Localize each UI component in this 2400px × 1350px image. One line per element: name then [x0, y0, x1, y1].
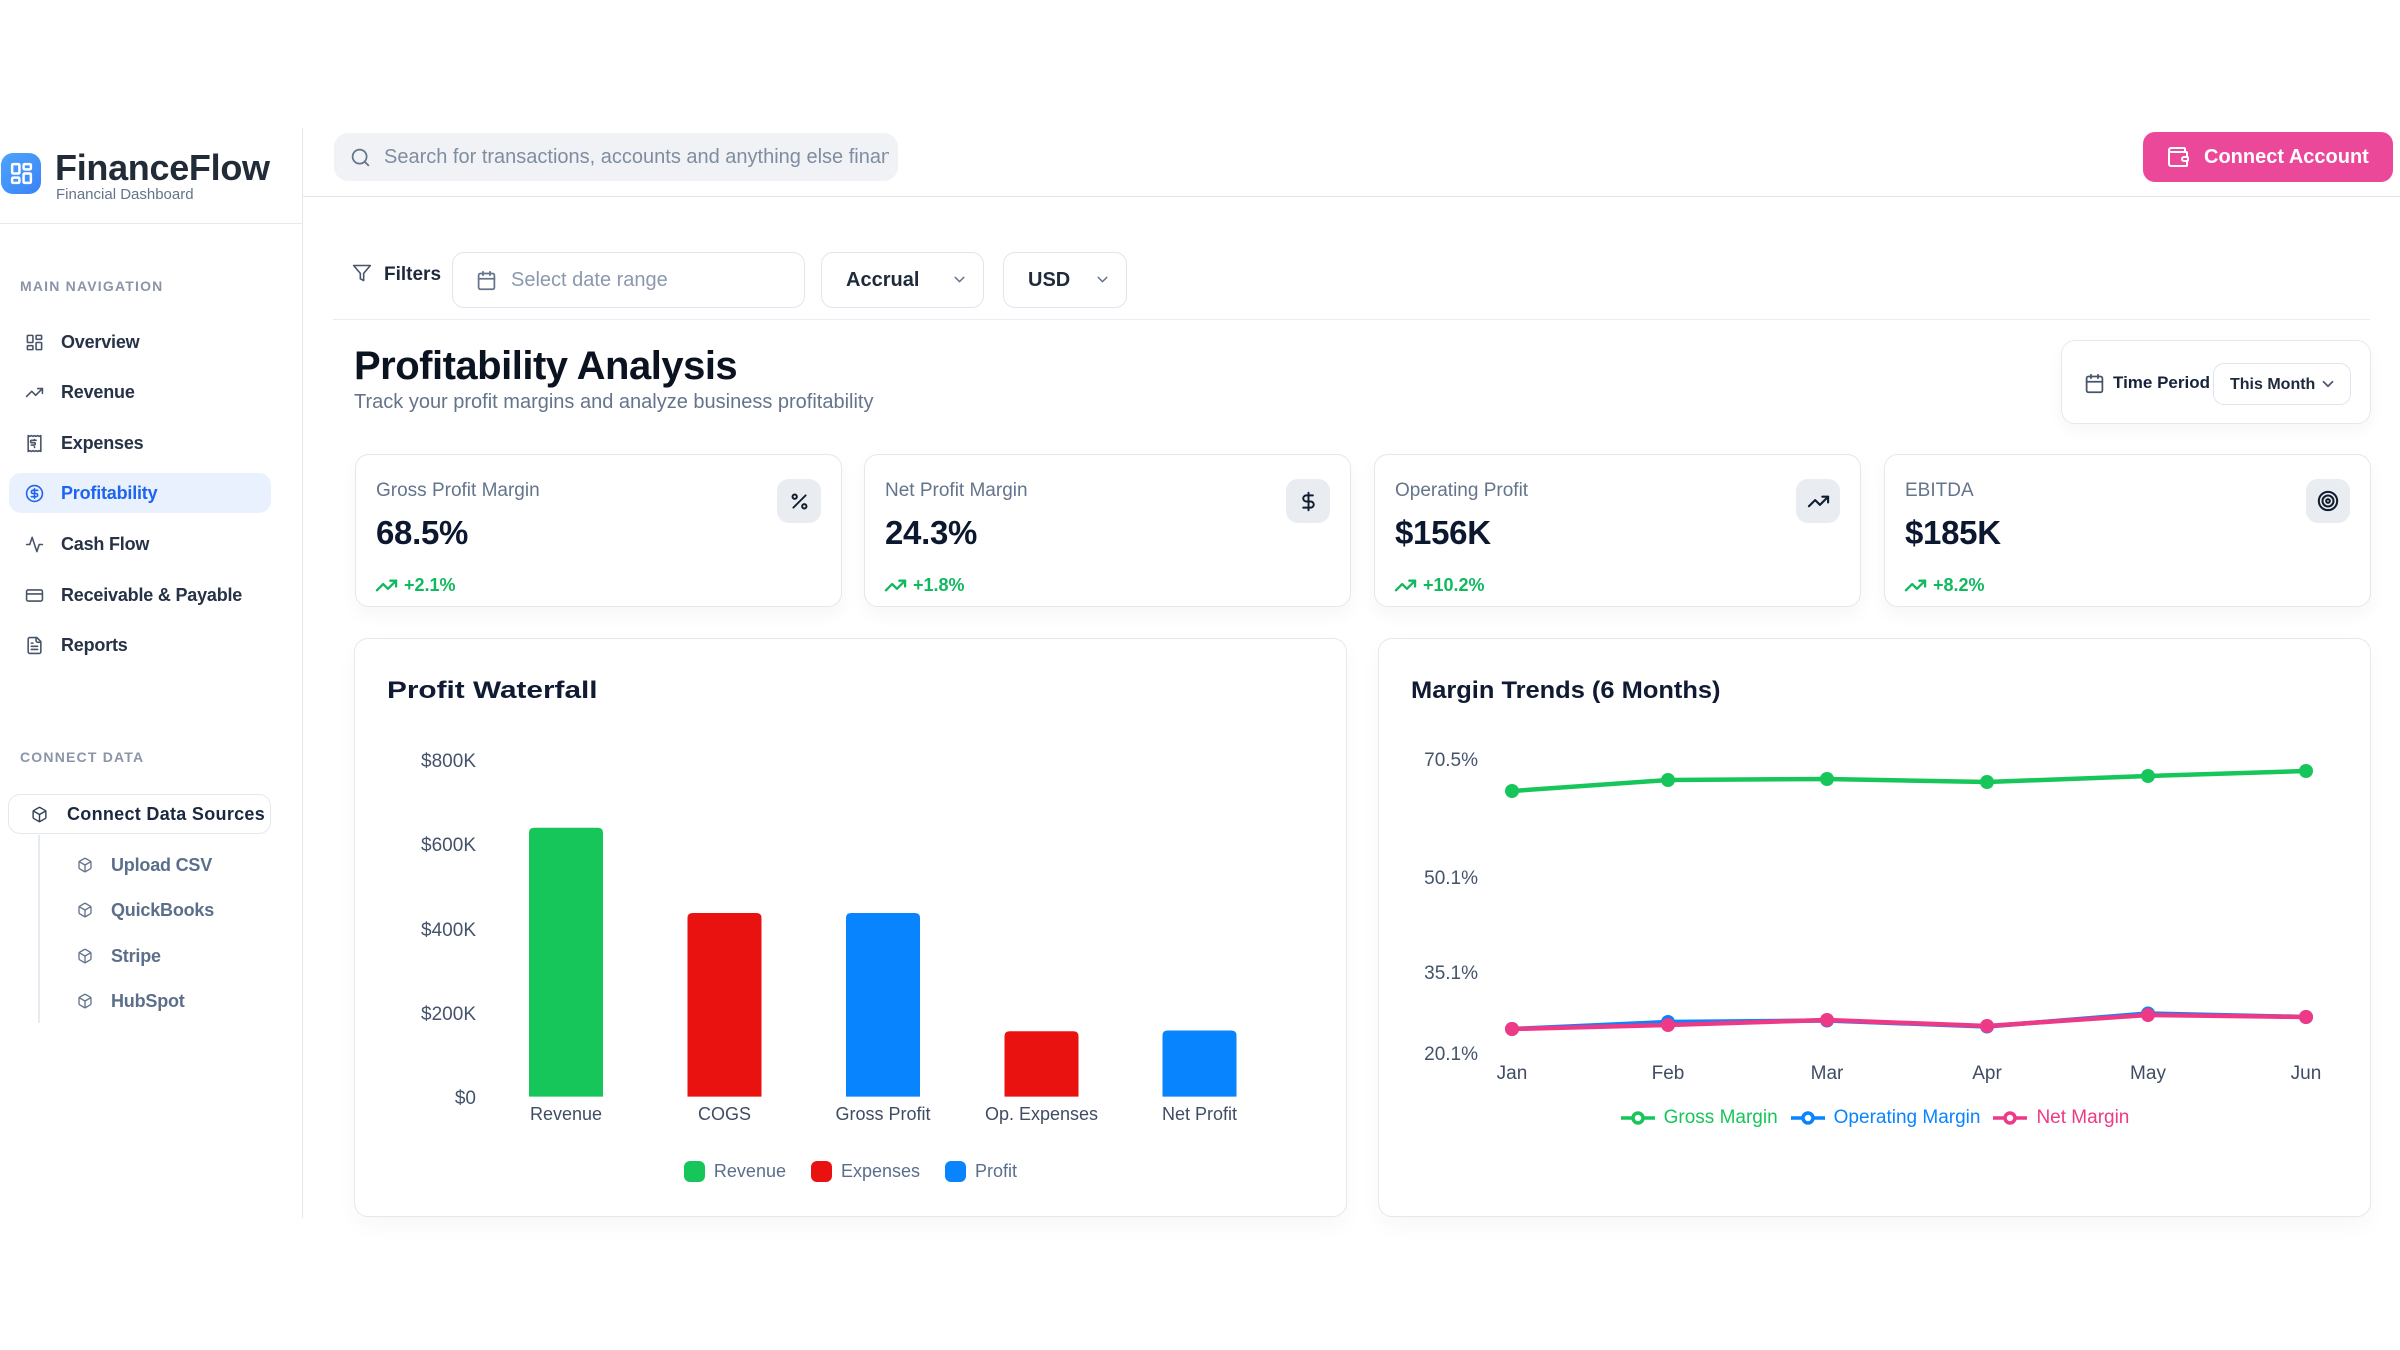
svg-text:Gross Profit: Gross Profit [835, 1104, 930, 1124]
svg-text:Revenue: Revenue [530, 1104, 602, 1124]
svg-text:Feb: Feb [1652, 1063, 1685, 1084]
svg-text:May: May [2130, 1063, 2166, 1084]
svg-text:$800K: $800K [421, 751, 476, 772]
svg-text:50.1%: 50.1% [1424, 868, 1478, 889]
svg-text:Op. Expenses: Op. Expenses [985, 1104, 1098, 1124]
svg-text:Mar: Mar [1811, 1063, 1844, 1084]
svg-text:$200K: $200K [421, 1004, 476, 1025]
svg-text:Jan: Jan [1497, 1063, 1528, 1084]
svg-text:COGS: COGS [698, 1104, 751, 1124]
svg-text:$0: $0 [455, 1088, 476, 1109]
svg-text:$400K: $400K [421, 920, 476, 941]
svg-text:35.1%: 35.1% [1424, 963, 1478, 984]
svg-text:Apr: Apr [1972, 1063, 2002, 1084]
svg-text:20.1%: 20.1% [1424, 1044, 1478, 1065]
svg-text:Net Profit: Net Profit [1162, 1104, 1237, 1124]
svg-text:Jun: Jun [2291, 1063, 2322, 1084]
svg-text:$600K: $600K [421, 835, 476, 856]
svg-text:70.5%: 70.5% [1424, 750, 1478, 771]
